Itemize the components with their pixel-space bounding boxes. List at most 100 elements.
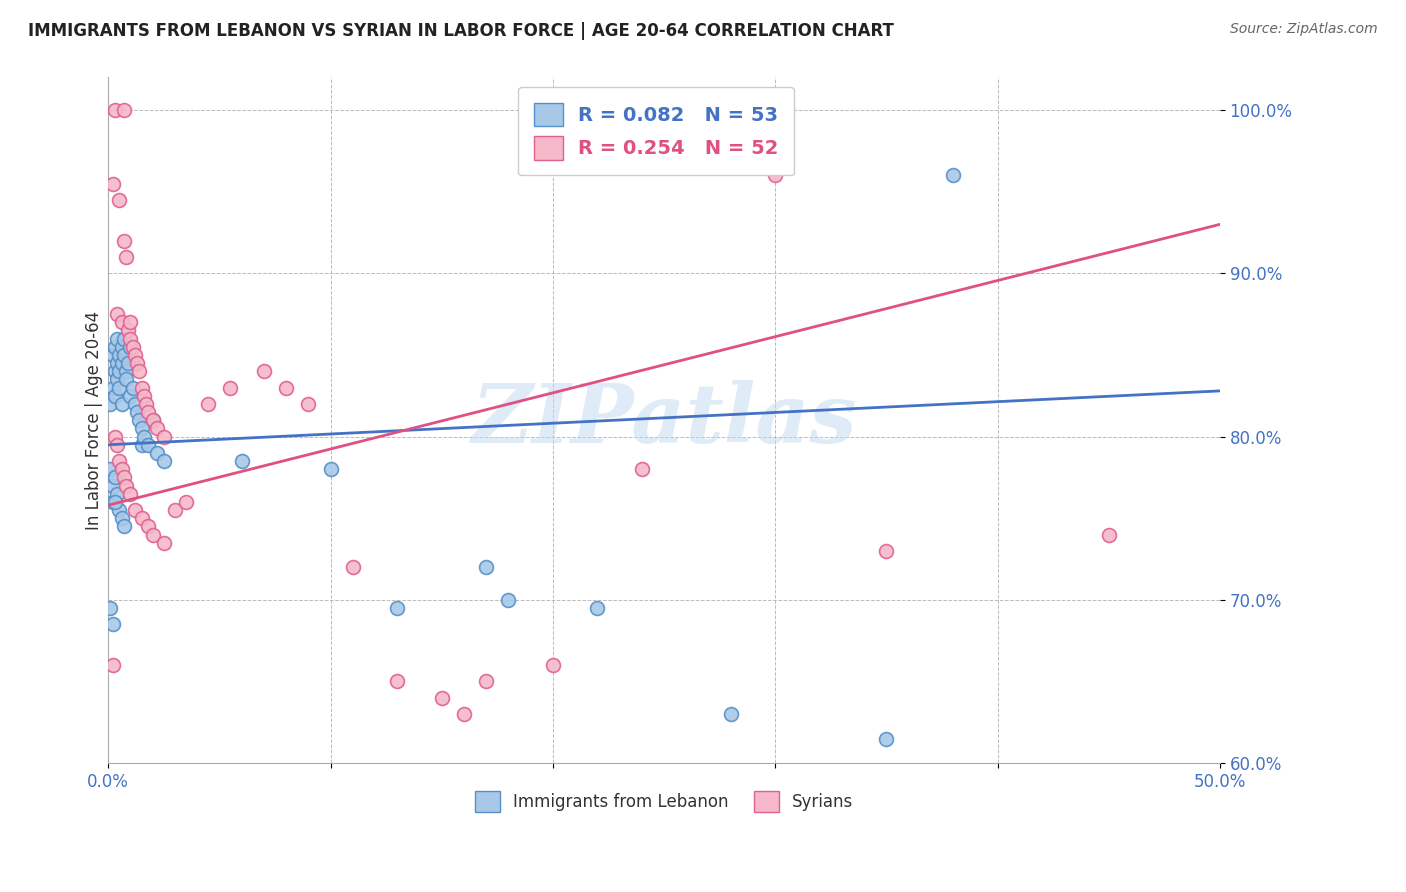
Point bbox=[586, 601, 609, 615]
Point bbox=[875, 731, 897, 746]
Point bbox=[108, 364, 131, 378]
Point bbox=[152, 535, 174, 549]
Point bbox=[100, 397, 122, 411]
Point bbox=[274, 381, 297, 395]
Point bbox=[630, 462, 652, 476]
Point bbox=[231, 454, 253, 468]
Point bbox=[101, 617, 124, 632]
Point bbox=[1098, 527, 1121, 541]
Point bbox=[112, 519, 135, 533]
Point bbox=[101, 177, 124, 191]
Point bbox=[101, 495, 124, 509]
Point bbox=[135, 397, 157, 411]
Point bbox=[128, 413, 150, 427]
Point bbox=[875, 544, 897, 558]
Point bbox=[453, 707, 475, 722]
Point bbox=[763, 169, 786, 183]
Point bbox=[112, 103, 135, 117]
Point bbox=[110, 397, 132, 411]
Point bbox=[128, 364, 150, 378]
Point bbox=[720, 707, 742, 722]
Point bbox=[430, 690, 453, 705]
Point bbox=[108, 193, 131, 207]
Point bbox=[110, 315, 132, 329]
Point bbox=[132, 429, 155, 443]
Point bbox=[942, 169, 965, 183]
Point bbox=[115, 250, 138, 264]
Point bbox=[146, 421, 169, 435]
Point bbox=[319, 462, 342, 476]
Point bbox=[112, 332, 135, 346]
Point bbox=[117, 324, 139, 338]
Point bbox=[105, 307, 128, 321]
Point bbox=[124, 397, 146, 411]
Point bbox=[108, 381, 131, 395]
Point bbox=[142, 413, 165, 427]
Point bbox=[120, 389, 142, 403]
Point bbox=[120, 487, 142, 501]
Point bbox=[174, 495, 197, 509]
Point bbox=[297, 397, 319, 411]
Point bbox=[108, 454, 131, 468]
Point bbox=[146, 446, 169, 460]
Point bbox=[127, 405, 149, 419]
Point bbox=[110, 340, 132, 354]
Point bbox=[152, 429, 174, 443]
Point bbox=[253, 364, 276, 378]
Point bbox=[110, 511, 132, 525]
Point bbox=[105, 372, 128, 386]
Point bbox=[105, 487, 128, 501]
Point bbox=[115, 364, 138, 378]
Point bbox=[131, 421, 153, 435]
Point bbox=[124, 503, 146, 517]
Text: Source: ZipAtlas.com: Source: ZipAtlas.com bbox=[1230, 22, 1378, 37]
Point bbox=[387, 674, 409, 689]
Point bbox=[342, 560, 364, 574]
Point bbox=[120, 340, 142, 354]
Point bbox=[104, 364, 127, 378]
Point bbox=[117, 356, 139, 370]
Point bbox=[120, 332, 142, 346]
Point bbox=[100, 462, 122, 476]
Point bbox=[104, 495, 127, 509]
Point bbox=[121, 340, 143, 354]
Point bbox=[197, 397, 219, 411]
Point bbox=[124, 348, 146, 362]
Point bbox=[163, 503, 186, 517]
Text: ZIPatlas: ZIPatlas bbox=[471, 380, 856, 460]
Point bbox=[131, 438, 153, 452]
Point bbox=[142, 413, 165, 427]
Point bbox=[115, 478, 138, 492]
Point bbox=[131, 381, 153, 395]
Point bbox=[142, 527, 165, 541]
Point bbox=[112, 234, 135, 248]
Point bbox=[108, 348, 131, 362]
Point bbox=[104, 429, 127, 443]
Point bbox=[101, 348, 124, 362]
Point bbox=[127, 356, 149, 370]
Point bbox=[110, 462, 132, 476]
Point bbox=[498, 592, 520, 607]
Legend: Immigrants from Lebanon, Syrians: Immigrants from Lebanon, Syrians bbox=[463, 780, 865, 823]
Point bbox=[104, 389, 127, 403]
Point bbox=[108, 503, 131, 517]
Point bbox=[101, 381, 124, 395]
Point bbox=[104, 470, 127, 484]
Point bbox=[541, 658, 564, 673]
Point bbox=[104, 103, 127, 117]
Point bbox=[104, 340, 127, 354]
Point bbox=[136, 405, 159, 419]
Point bbox=[101, 658, 124, 673]
Point bbox=[152, 454, 174, 468]
Point bbox=[101, 478, 124, 492]
Point bbox=[475, 560, 498, 574]
Point bbox=[115, 372, 138, 386]
Point bbox=[475, 674, 498, 689]
Point bbox=[219, 381, 242, 395]
Point bbox=[105, 438, 128, 452]
Point bbox=[105, 356, 128, 370]
Point bbox=[112, 470, 135, 484]
Point bbox=[110, 356, 132, 370]
Point bbox=[112, 348, 135, 362]
Point bbox=[131, 511, 153, 525]
